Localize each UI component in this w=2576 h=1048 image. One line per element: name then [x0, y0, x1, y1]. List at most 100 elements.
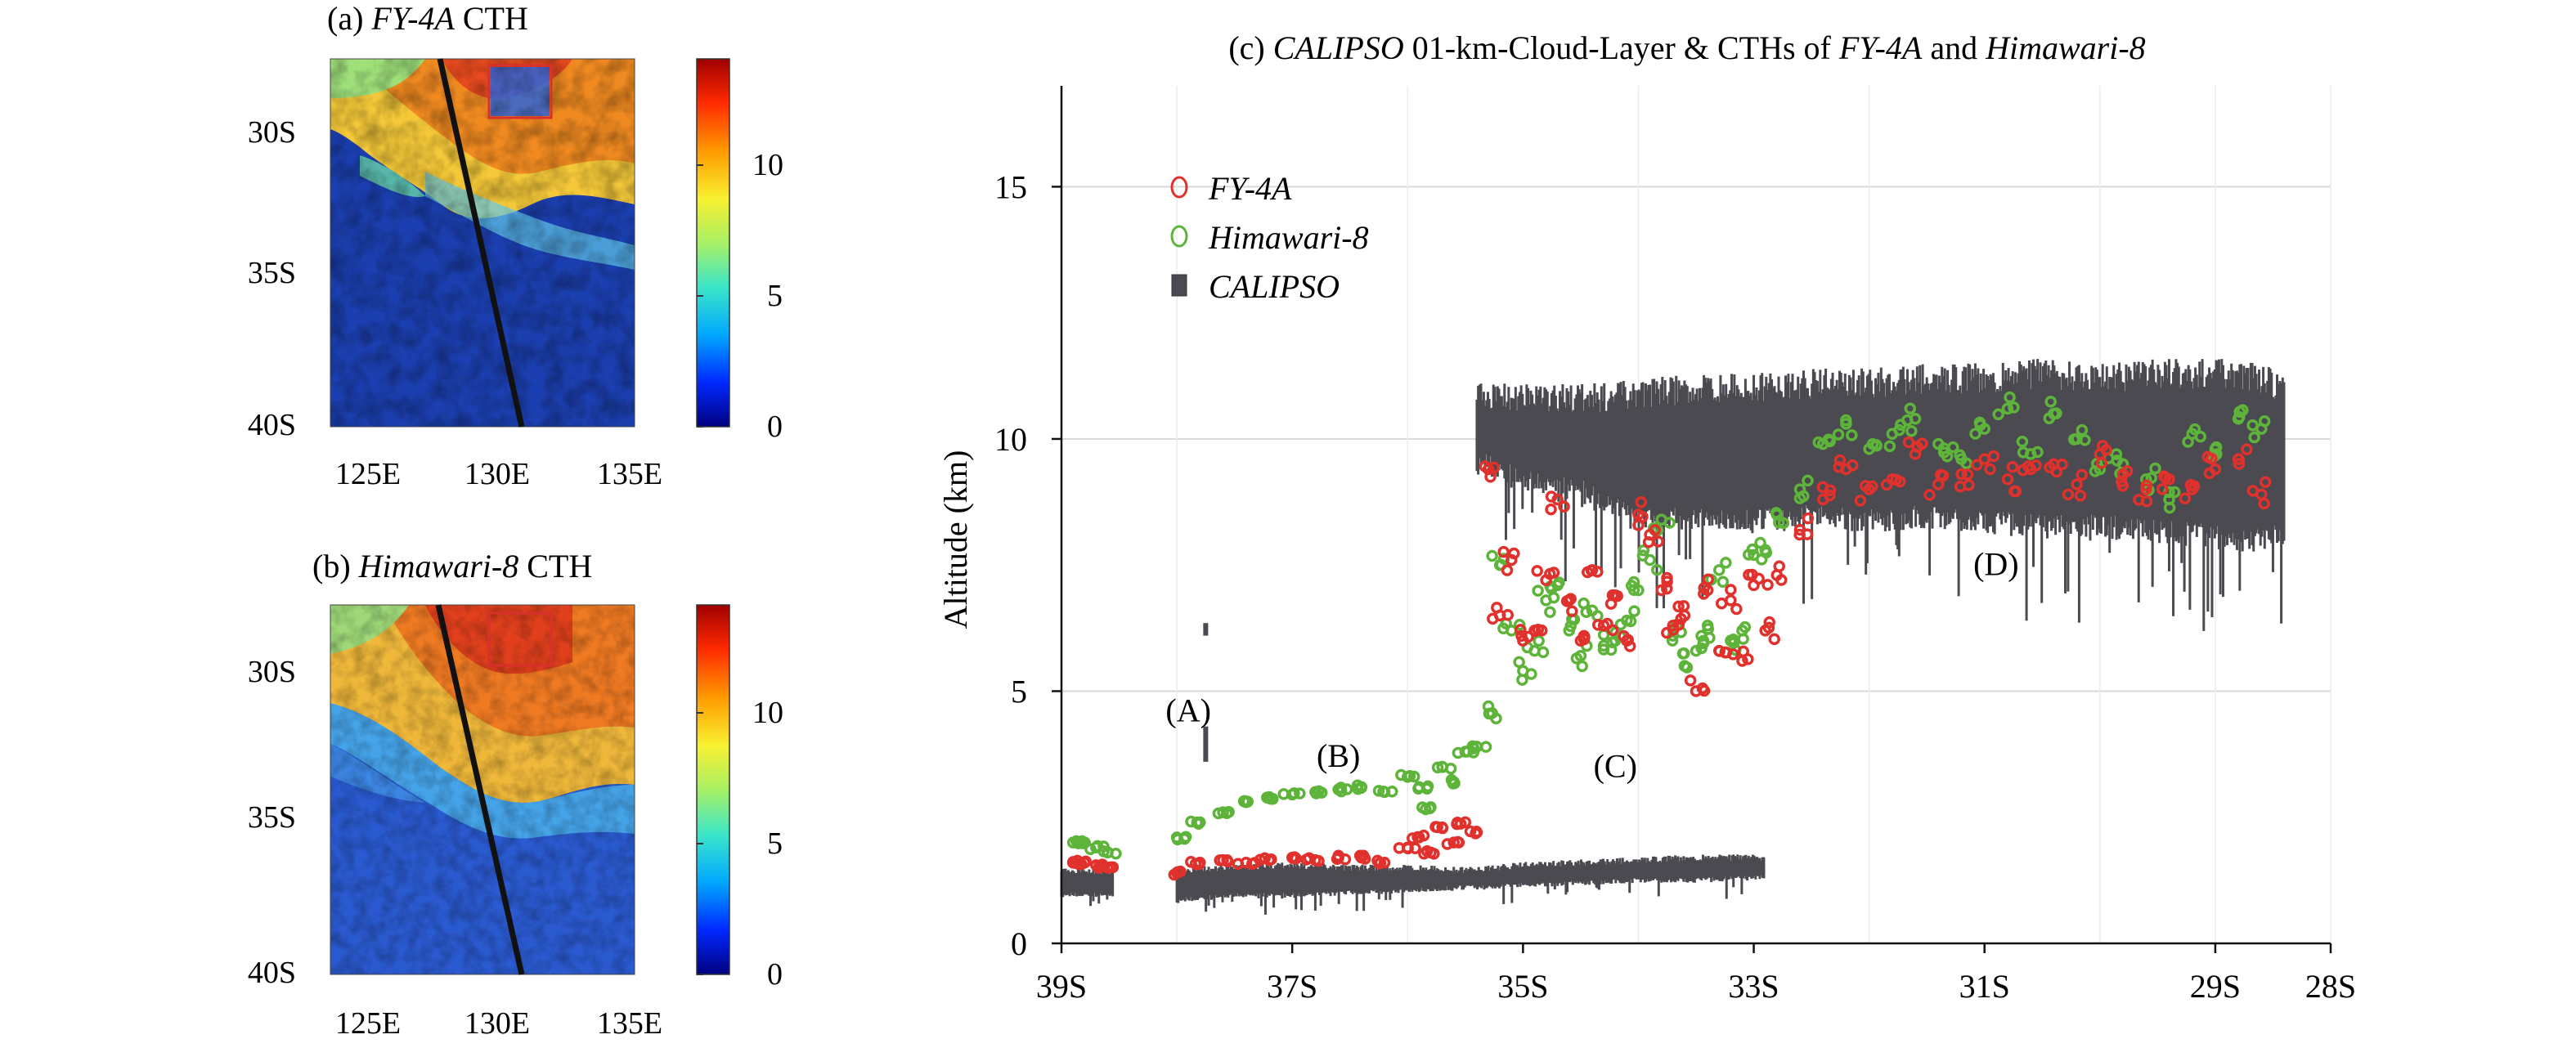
fy4a-point	[1720, 646, 1733, 659]
fy4a-point	[1649, 524, 1661, 536]
himawari-point	[2044, 396, 2057, 408]
panel-b-map: (b) Himawari-8 CTH 30S 35S 40S 125E 130E…	[248, 548, 783, 1041]
himawari-point	[1580, 606, 1592, 618]
fy4a-point	[1491, 602, 1503, 614]
y-axis-label: Altitude (km)	[937, 450, 974, 629]
himawari-point	[1466, 740, 1479, 753]
fy4a-point	[1672, 619, 1685, 631]
panel-b-region-box	[487, 611, 553, 667]
fy4a-point	[1725, 584, 1737, 596]
himawari-point	[1377, 785, 1389, 798]
fy4a-point	[1866, 480, 1878, 493]
calipso-isolated-segment	[1203, 726, 1209, 762]
himawari-point	[1267, 793, 1279, 805]
himawari-point	[1421, 780, 1434, 793]
himawari-point	[1947, 441, 1959, 454]
fy4a-point	[1611, 589, 1623, 602]
himawari-point	[1408, 770, 1420, 783]
fy4a-point	[2140, 495, 2153, 508]
himawari-point	[1737, 633, 1749, 645]
fy4a-point	[1339, 853, 1352, 866]
himawari-point	[1597, 629, 1610, 641]
fy4a-point	[1902, 436, 1915, 449]
x-tick-label: 35S	[1497, 968, 1548, 1005]
fy4a-point	[1464, 825, 1477, 838]
fy4a-point	[1501, 564, 1514, 576]
himawari-point	[1739, 620, 1752, 634]
fy4a-point	[1547, 567, 1560, 579]
himawari-point	[1663, 517, 1676, 529]
panel-a-lat-tick-40s: 40S	[248, 408, 296, 442]
panel-c-chart: (c) CALIPSO 01-km-Cloud-Layer & CTHs of …	[937, 29, 2356, 1005]
panel-a-frame	[330, 58, 635, 428]
himawari-point	[1797, 490, 1810, 503]
himawari-point	[1513, 656, 1525, 669]
himawari-point	[1261, 791, 1273, 804]
fy4a-point	[1936, 469, 1950, 482]
himawari-point	[1883, 440, 1896, 453]
fy4a-point	[1984, 463, 1996, 476]
fy4a-point	[1411, 831, 1424, 844]
fy4a-point	[1622, 634, 1634, 647]
fy4a-point	[1715, 597, 1728, 610]
himawari-point	[1076, 837, 1089, 849]
fy4a-point	[1577, 629, 1591, 643]
fy4a-point	[1484, 471, 1497, 483]
himawari-point	[2210, 441, 2223, 454]
himawari-point	[1904, 402, 1917, 414]
chart-title: (c) CALIPSO 01-km-Cloud-Layer & CTHs of …	[1228, 29, 2145, 66]
fy4a-point	[2246, 485, 2260, 497]
himawari-point	[1533, 634, 1545, 647]
panel-a-colorbar-tick-5: 5	[767, 279, 783, 313]
fy4a-point	[2044, 461, 2056, 474]
fy4a-point	[1515, 624, 1527, 636]
himawari-point	[1335, 785, 1348, 798]
himawari-point	[2076, 423, 2089, 437]
fy4a-point	[2233, 458, 2246, 470]
himawari-point	[1777, 517, 1790, 530]
himawari-point	[1516, 674, 1528, 686]
x-tick-label: 28S	[2305, 968, 2356, 1005]
fy4a-point	[1168, 868, 1181, 881]
fy4a-point	[1761, 579, 1774, 591]
himawari-point	[1628, 605, 1640, 617]
himawari-point	[1412, 782, 1425, 795]
panel-b-lon-tick-125e: 125E	[335, 1006, 401, 1041]
himawari-point	[1720, 557, 1732, 569]
himawari-point	[1564, 620, 1577, 633]
fy4a-point	[1737, 645, 1749, 658]
himawari-point	[2031, 446, 2044, 459]
fy4a-point	[1824, 489, 1836, 502]
himawari-point	[2233, 411, 2246, 423]
himawari-point	[1666, 634, 1679, 647]
himawari-point	[1681, 661, 1694, 674]
fy4a-point	[1357, 849, 1370, 862]
fy4a-point	[1529, 625, 1542, 638]
fy4a-point	[2116, 479, 2129, 492]
himawari-point	[1431, 761, 1444, 774]
panel-a-title: (a) FY-4A CTH	[327, 0, 528, 37]
himawari-point	[2067, 433, 2080, 446]
fy4a-point	[2017, 464, 2030, 477]
panel-b-colorbar-tick-10: 10	[752, 696, 783, 730]
fy4a-point	[1254, 853, 1267, 867]
fy4a-point	[1531, 565, 1543, 577]
fy4a-point	[1860, 480, 1872, 492]
himawari-point	[1755, 553, 1768, 566]
annotation-label: (C)	[1594, 747, 1637, 784]
himawari-point	[2017, 446, 2030, 459]
himawari-point	[1717, 576, 1730, 589]
fy4a-point	[1522, 630, 1534, 643]
panel-a-lon-tick-135e: 135E	[597, 457, 662, 491]
fy4a-point	[1300, 853, 1313, 866]
fy4a-point	[2095, 457, 2108, 469]
himawari-point	[1960, 457, 1972, 470]
fy4a-point	[1393, 842, 1406, 854]
fy4a-point	[2188, 480, 2201, 492]
legend-marker-fy4a	[1170, 176, 1188, 199]
panel-a-map: (a) FY-4A CTH 30S 35S 40S 125E 130E 135E…	[248, 0, 783, 491]
himawari-point	[1893, 423, 1905, 437]
fy4a-point	[1508, 547, 1520, 560]
himawari-point	[1636, 549, 1649, 562]
panel-b-calipso-track	[435, 604, 525, 975]
